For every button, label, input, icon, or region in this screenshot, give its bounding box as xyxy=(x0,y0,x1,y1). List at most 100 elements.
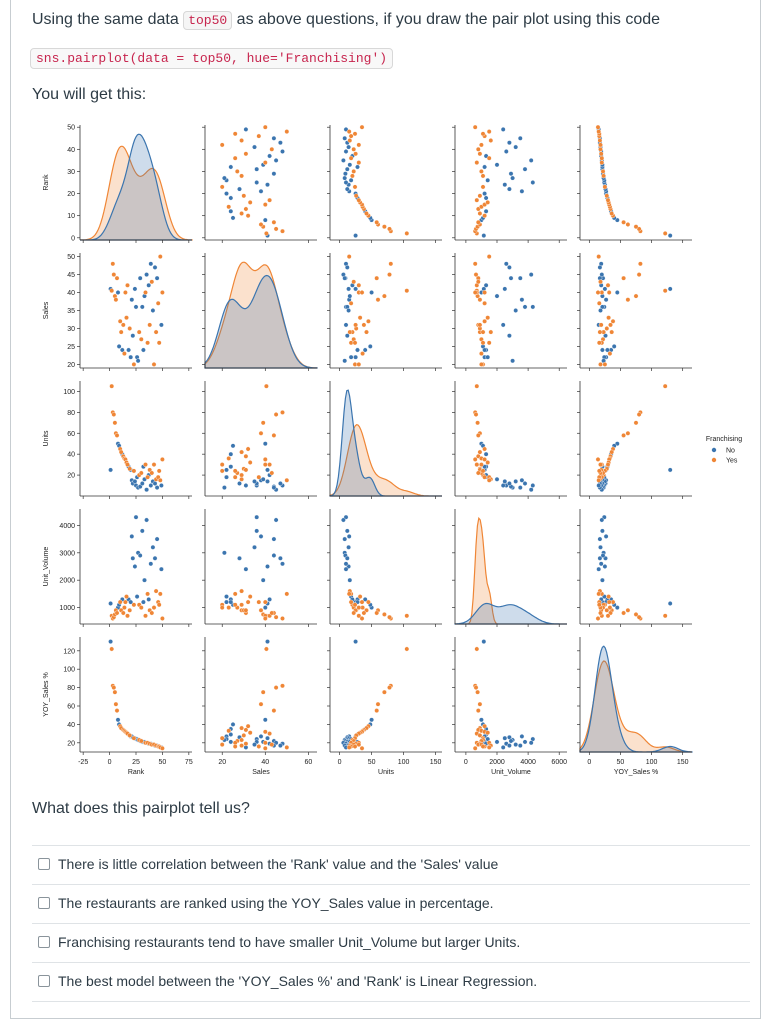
y-tick-label: 120 xyxy=(63,648,75,655)
x-axis-label: Sales xyxy=(252,769,270,776)
scatter-point xyxy=(596,300,602,306)
scatter-point xyxy=(262,599,268,605)
scatter-point xyxy=(132,564,138,569)
option[interactable]: The best model between the 'YOY_Sales %'… xyxy=(32,962,750,1001)
scatter-point xyxy=(596,254,602,260)
scatter-point xyxy=(230,722,236,727)
scatter-point xyxy=(506,743,512,748)
scatter-point xyxy=(243,741,249,747)
scatter-point xyxy=(145,591,151,597)
scatter-point xyxy=(662,613,668,619)
scatter-point xyxy=(500,483,506,488)
scatter-point xyxy=(256,474,262,480)
x-axis-label: Units xyxy=(378,769,394,776)
scatter-point xyxy=(344,264,350,270)
scatter-point xyxy=(503,149,509,154)
option[interactable]: There is little correlation between the … xyxy=(32,845,750,884)
legend-title: Franchising xyxy=(706,436,742,443)
scatter-point xyxy=(346,544,351,550)
scatter-point xyxy=(260,476,266,482)
checkbox[interactable] xyxy=(38,858,50,870)
scatter-point xyxy=(122,351,127,356)
checkbox[interactable] xyxy=(38,897,50,909)
scatter-point xyxy=(277,555,283,561)
code-block: sns.pairplot(data = top50, hue='Franchis… xyxy=(30,48,394,69)
scatter-point xyxy=(360,351,365,356)
scatter-point xyxy=(247,460,253,465)
scatter-point xyxy=(260,689,266,695)
scatter-point xyxy=(226,728,232,734)
scatter-point xyxy=(232,131,238,137)
scatter-point xyxy=(478,142,484,148)
option[interactable]: The restaurants are ranked using the YOY… xyxy=(32,884,750,923)
scatter-point xyxy=(152,555,158,561)
scatter-point xyxy=(108,467,114,473)
scatter-point xyxy=(381,224,387,230)
scatter-point xyxy=(365,599,371,605)
scatter-point xyxy=(602,184,608,190)
scatter-point xyxy=(158,322,164,328)
scatter-point xyxy=(112,420,118,426)
scatter-point xyxy=(353,233,358,239)
scatter-point xyxy=(477,297,483,303)
option[interactable]: Franchising restaurants tend to have sma… xyxy=(32,923,750,962)
scatter-point xyxy=(108,601,114,606)
checkbox[interactable] xyxy=(38,975,50,987)
scatter-point xyxy=(662,383,668,389)
scatter-point xyxy=(513,478,519,484)
scatter-point xyxy=(247,730,253,736)
frame xyxy=(10,0,761,1019)
y-tick-label: 3000 xyxy=(59,550,75,557)
scatter-point xyxy=(609,329,615,335)
scatter-point xyxy=(519,734,525,739)
scatter-point xyxy=(224,594,229,599)
y-tick-label: 80 xyxy=(67,410,75,417)
scatter-point xyxy=(633,612,639,617)
scatter-point xyxy=(352,744,358,749)
scatter-point xyxy=(500,322,506,328)
checkbox[interactable] xyxy=(38,936,50,948)
scatter-point xyxy=(267,153,272,159)
scatter-point xyxy=(596,566,602,572)
scatter-point xyxy=(359,599,365,605)
scatter-point xyxy=(486,340,492,346)
scatter-point xyxy=(143,462,148,467)
scatter-point xyxy=(598,561,604,567)
scatter-point xyxy=(243,453,249,459)
scatter-point xyxy=(604,193,610,199)
scatter-point xyxy=(528,157,534,163)
x-tick-label: 100 xyxy=(398,759,410,766)
scatter-point xyxy=(517,743,523,748)
x-tick-label: 0 xyxy=(338,759,342,766)
scatter-point xyxy=(488,138,494,143)
scatter-point xyxy=(519,188,525,194)
scatter-point xyxy=(343,180,349,185)
scatter-point xyxy=(485,730,491,736)
scatter-point xyxy=(356,197,362,203)
scatter-point xyxy=(284,745,290,750)
y-tick-label: 0 xyxy=(71,235,75,242)
scatter-point xyxy=(610,318,616,324)
scatter-point xyxy=(123,599,128,605)
scatter-point xyxy=(346,534,352,539)
scatter-point xyxy=(271,171,277,177)
scatter-point xyxy=(597,264,603,270)
scatter-point xyxy=(340,157,346,163)
scatter-point xyxy=(219,142,225,148)
scatter-point xyxy=(346,286,351,292)
scatter-point xyxy=(347,293,353,299)
scatter-point xyxy=(601,173,606,179)
scatter-point xyxy=(351,146,357,152)
scatter-point xyxy=(120,322,126,328)
scatter-point xyxy=(600,553,606,558)
y-axis-label: YOY_Sales % xyxy=(43,672,50,716)
scatter-point xyxy=(387,226,392,232)
scatter-point xyxy=(472,745,478,751)
scatter-point xyxy=(134,594,140,599)
y-tick-label: 100 xyxy=(63,667,75,674)
scatter-point xyxy=(273,412,279,417)
scatter-point xyxy=(122,605,127,610)
scatter-point xyxy=(474,646,480,652)
scatter-point xyxy=(273,614,279,620)
scatter-point xyxy=(219,605,225,610)
